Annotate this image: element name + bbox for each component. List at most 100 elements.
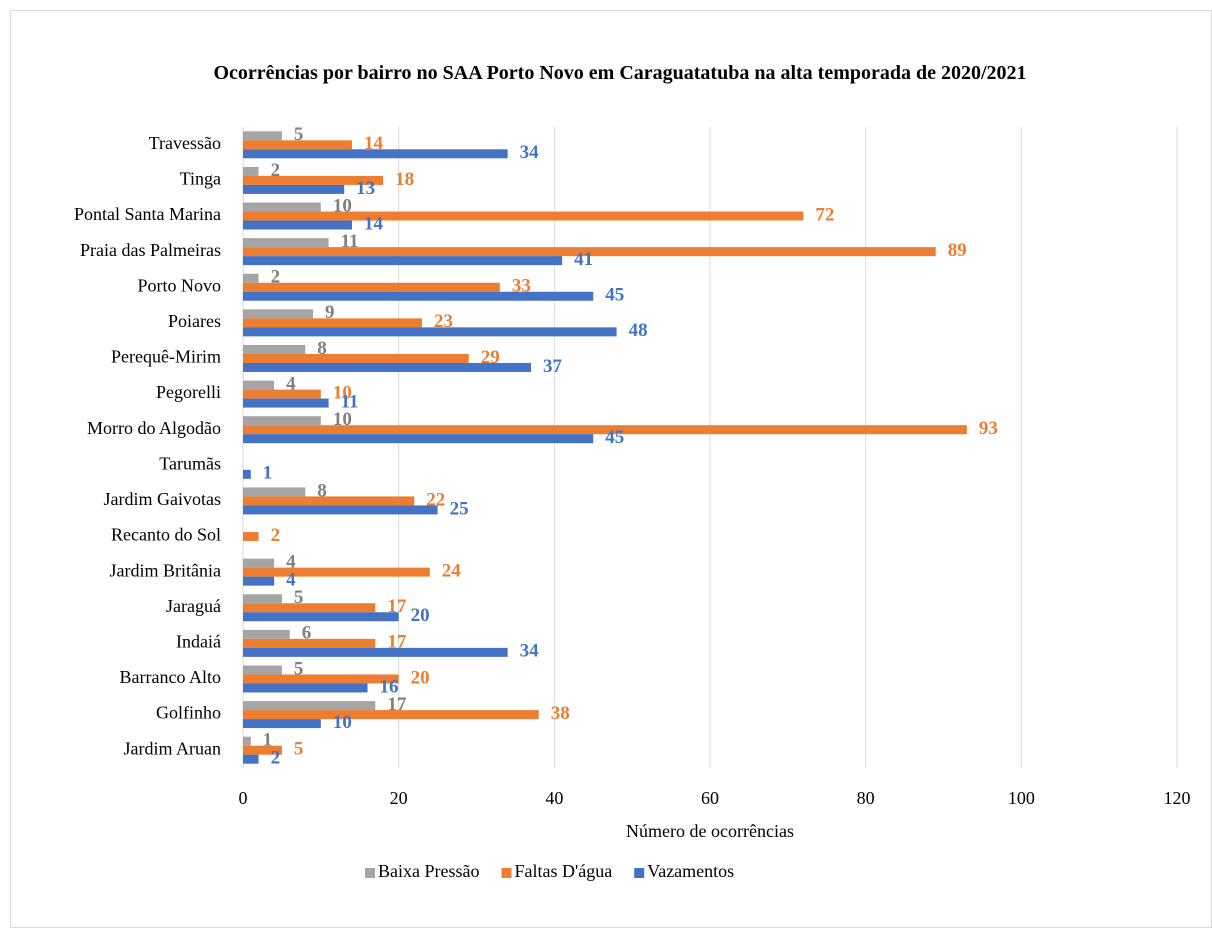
data-label: 45 xyxy=(605,285,624,306)
legend-label: Faltas D'água xyxy=(514,861,612,881)
bar xyxy=(243,425,967,435)
bar xyxy=(243,558,275,568)
data-label: 24 xyxy=(442,560,462,581)
y-tick-label: Perequê-Mirim xyxy=(111,347,221,367)
bar xyxy=(243,469,251,479)
y-tick-label: Travessão xyxy=(149,133,221,153)
bar xyxy=(243,603,376,613)
data-label: 48 xyxy=(629,320,648,341)
y-tick-label: Pontal Santa Marina xyxy=(74,204,221,224)
data-label: 14 xyxy=(364,133,384,154)
data-label: 45 xyxy=(605,427,624,448)
y-tick-label: Porto Novo xyxy=(137,275,221,295)
x-tick-label: 60 xyxy=(701,788,719,808)
data-label: 25 xyxy=(450,498,469,519)
bar xyxy=(243,166,259,176)
data-label: 5 xyxy=(294,124,304,145)
bar xyxy=(243,719,321,729)
bar xyxy=(243,567,430,577)
bar xyxy=(243,576,275,586)
data-label: 20 xyxy=(411,605,430,626)
data-label: 2 xyxy=(271,267,281,288)
bar xyxy=(243,282,500,292)
data-label: 38 xyxy=(551,703,570,724)
bar xyxy=(243,247,936,257)
data-label: 20 xyxy=(411,667,430,688)
bar xyxy=(243,638,376,648)
legend-swatch xyxy=(501,868,512,878)
data-label: 22 xyxy=(426,489,445,510)
data-label: 11 xyxy=(341,231,359,252)
data-label: 34 xyxy=(520,142,540,163)
y-tick-label: Golfinho xyxy=(156,703,221,723)
bar xyxy=(243,612,399,622)
y-tick-label: Tinga xyxy=(180,169,221,189)
y-tick-label: Jaraguá xyxy=(166,596,221,616)
bar xyxy=(243,647,508,657)
bar xyxy=(243,674,399,684)
x-tick-label: 0 xyxy=(239,788,248,808)
bar xyxy=(243,701,376,711)
bar xyxy=(243,309,314,319)
bar xyxy=(243,710,539,720)
data-label: 5 xyxy=(294,739,304,760)
data-label: 13 xyxy=(356,178,375,199)
y-tick-label: Recanto do Sol xyxy=(111,525,221,545)
x-tick-label: 20 xyxy=(390,788,408,808)
bar xyxy=(243,184,345,194)
bar xyxy=(243,175,384,185)
bar xyxy=(243,736,251,746)
y-tick-label: Pegorelli xyxy=(156,382,221,402)
bar xyxy=(243,487,306,497)
data-label: 17 xyxy=(387,632,407,653)
data-label: 9 xyxy=(325,302,335,323)
bar xyxy=(243,273,259,283)
bar xyxy=(243,434,594,444)
y-tick-label: Poiares xyxy=(168,311,221,331)
data-label: 10 xyxy=(333,712,352,733)
x-tick-label: 80 xyxy=(857,788,875,808)
y-tick-label: Jardim Gaivotas xyxy=(104,489,221,509)
data-label: 8 xyxy=(317,480,327,501)
bar xyxy=(243,238,329,248)
data-label: 5 xyxy=(294,658,304,679)
bar xyxy=(243,327,617,337)
bar xyxy=(243,398,329,408)
data-label: 29 xyxy=(481,347,500,368)
bar xyxy=(243,594,282,604)
bar xyxy=(243,683,368,693)
data-label: 4 xyxy=(286,551,296,572)
bar xyxy=(243,389,321,399)
legend-swatch xyxy=(365,868,375,878)
bar xyxy=(243,745,282,755)
data-label: 11 xyxy=(341,391,359,412)
data-label: 6 xyxy=(302,623,312,644)
bar xyxy=(243,505,438,515)
data-label: 93 xyxy=(979,418,998,439)
legend-label: Vazamentos xyxy=(647,861,734,881)
data-label: 4 xyxy=(286,373,296,394)
data-label: 37 xyxy=(543,356,563,377)
y-tick-label: Morro do Algodão xyxy=(87,418,221,438)
data-label: 33 xyxy=(512,276,531,297)
bar xyxy=(243,140,352,150)
data-label: 2 xyxy=(271,160,281,181)
bar xyxy=(243,344,306,354)
y-tick-label: Indaiá xyxy=(176,631,221,651)
data-label: 23 xyxy=(434,311,453,332)
bar xyxy=(243,291,594,301)
bar xyxy=(243,629,290,639)
bar xyxy=(243,353,469,363)
bar xyxy=(243,532,259,542)
bar xyxy=(243,665,282,675)
bar xyxy=(243,256,563,266)
data-label: 16 xyxy=(380,676,399,697)
data-label: 5 xyxy=(294,587,304,608)
data-label: 1 xyxy=(263,463,273,484)
x-tick-label: 100 xyxy=(1008,788,1035,808)
bar xyxy=(243,211,804,221)
y-tick-label: Praia das Palmeiras xyxy=(80,240,221,260)
bar xyxy=(243,754,259,764)
y-tick-label: Barranco Alto xyxy=(120,667,221,687)
